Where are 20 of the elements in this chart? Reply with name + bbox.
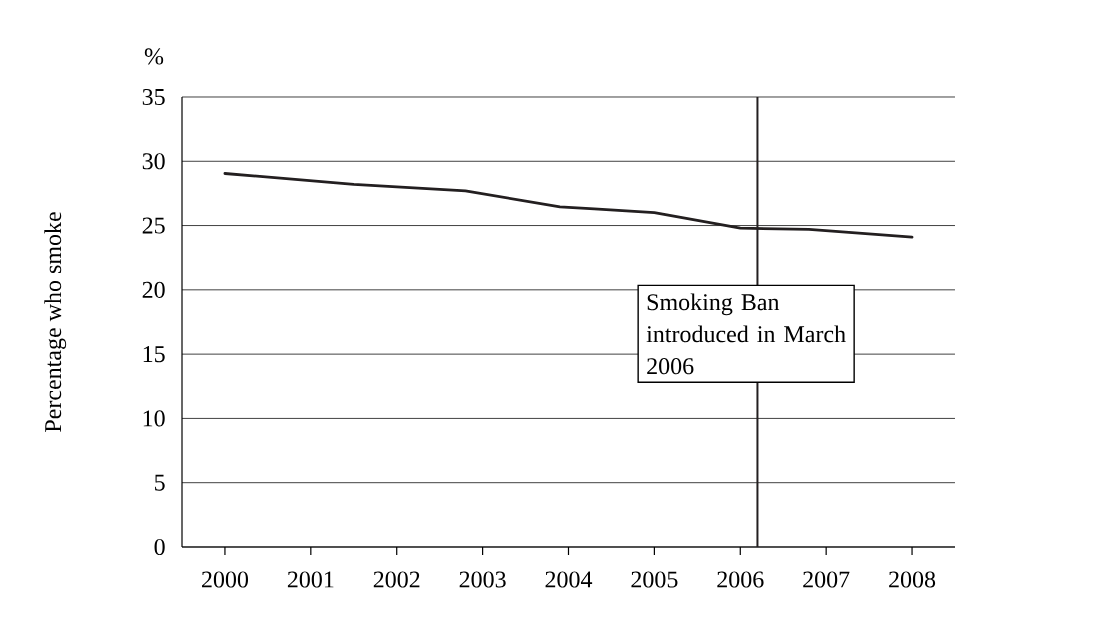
y-tick-label: 0: [154, 538, 165, 556]
x-tick-label: 2001: [287, 571, 334, 588]
y-tick-label: 10: [143, 410, 165, 427]
y-tick-label: 25: [142, 217, 165, 234]
y-tick-label: 15: [143, 346, 165, 363]
y-tick-label: 20: [142, 281, 165, 298]
y-axis-title: Percentage who smoke: [44, 212, 67, 432]
y-tick-label: 35: [142, 88, 165, 106]
y-tick-label: 30: [142, 153, 165, 170]
x-tick-label: 2000: [202, 571, 249, 588]
x-tick-label: 2006: [717, 571, 764, 588]
x-tick-label: 2005: [631, 571, 678, 588]
x-tick-label: 2003: [459, 571, 506, 588]
ref-line-label: Smoking Ban introduced in March 2006: [646, 293, 846, 375]
text: %: [144, 48, 164, 65]
x-tick-label: 2007: [803, 571, 850, 588]
y-tick-label: 5: [155, 474, 165, 491]
x-tick-label: 2008: [889, 571, 936, 588]
x-tick-label: 2004: [545, 571, 593, 588]
x-tick-label: 2002: [373, 571, 420, 588]
